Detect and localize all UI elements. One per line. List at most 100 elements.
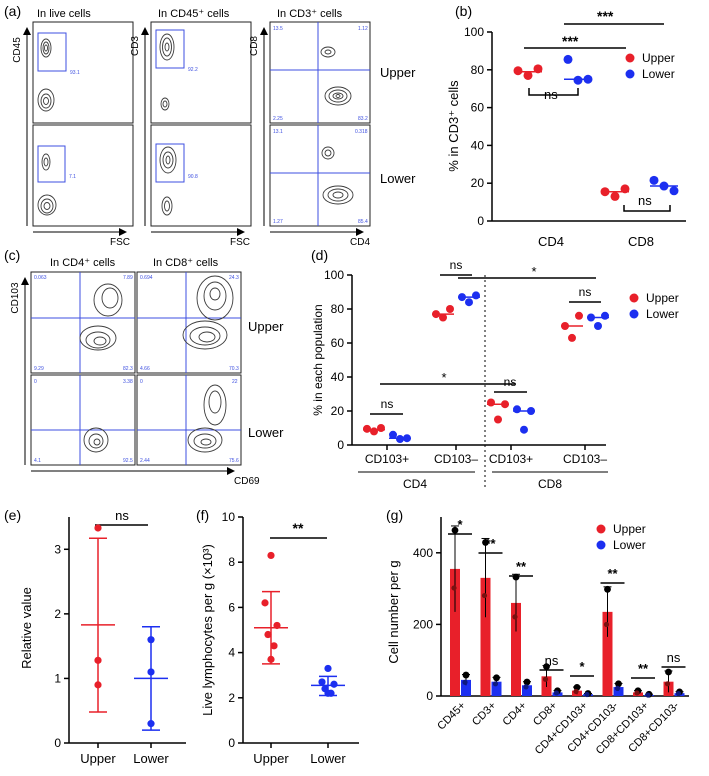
flow-a1-upper-gate — [37, 32, 67, 72]
chart-b-point-lower — [649, 175, 659, 185]
chart-g-bar-upper — [511, 602, 521, 696]
flow-c2-upper-q4: 70.3 — [229, 366, 239, 372]
chart-g-point — [523, 678, 531, 686]
chart-d-point-lower — [472, 291, 480, 300]
chart-d-group-cd8: CD8 — [538, 477, 562, 491]
chart-d-ytick-label: 0 — [337, 438, 344, 452]
chart-g-sig: ** — [638, 661, 649, 676]
chart-g-point — [462, 679, 468, 685]
chart-f-point-upper — [267, 655, 275, 663]
chart-d-sig-1: ns — [450, 258, 463, 272]
chart-b-point-lower — [573, 75, 583, 85]
flow-c2-lower-q4: 75.6 — [229, 458, 239, 464]
flow-c-contours — [79, 275, 234, 453]
flow-a1-upper-value: 93.1 — [70, 70, 80, 76]
chart-d-xtick-label: CD103+ — [489, 452, 533, 466]
chart-d-sig-4: * — [531, 264, 536, 279]
flow-c-ylabel: CD103 — [10, 282, 21, 314]
chart-g-bar-upper — [602, 611, 613, 696]
flow-a3-title: In CD3⁺ cells — [277, 8, 343, 20]
flow-c2-lower-box — [136, 374, 242, 466]
chart-d-point-lower — [520, 425, 528, 434]
chart-d-point-upper — [439, 313, 447, 322]
chart-g-sig: ** — [607, 566, 618, 581]
chart-g-legend-upper-marker — [596, 524, 606, 534]
chart-f-point-lower — [330, 680, 338, 688]
chart-b-ytick-label: 100 — [464, 25, 484, 39]
chart-d-group-cd4: CD4 — [403, 477, 427, 491]
chart-d-point-upper — [494, 415, 502, 424]
flow-a3-upper-q4: 83.2 — [358, 116, 368, 122]
chart-d-ytick-label: 60 — [331, 336, 345, 350]
chart-g-bar-lower — [461, 679, 471, 696]
chart-g-point — [615, 680, 622, 688]
chart-d-point-upper — [487, 398, 495, 407]
chart-b-point-upper — [523, 70, 533, 80]
flow-a1-lower-box — [32, 124, 134, 227]
chart-g-point — [664, 681, 671, 687]
chart-g-bar-lower — [613, 687, 624, 696]
chart-b-ytick-label: 80 — [471, 63, 485, 77]
chart-d-point-upper — [446, 305, 454, 313]
chart-g-legend-upper: Upper — [613, 522, 646, 536]
chart-g-bar-upper — [450, 568, 460, 696]
chart-d-ytick-label: 100 — [324, 268, 344, 282]
flow-a1-lower-value: 7.1 — [69, 174, 76, 180]
chart-e-point-upper — [94, 656, 102, 664]
flow-a3-lower-q1: 13.1 — [273, 129, 283, 135]
chart-g-point — [675, 690, 682, 697]
flow-c2-lower-q1: 0 — [140, 379, 143, 385]
chart-g-sig: ns — [545, 653, 559, 668]
chart-d-point-lower — [513, 405, 521, 414]
flow-c1-title: In CD4⁺ cells — [50, 257, 116, 269]
chart-f-point-lower — [324, 664, 332, 673]
chart-e-ytick-label: 3 — [54, 542, 61, 556]
chart-d-xtick-label: CD103– — [434, 452, 478, 466]
chart-g-point — [512, 614, 518, 620]
chart-b-ytick-label: 40 — [471, 138, 485, 152]
chart-b-ylabel: % in CD3⁺ cells — [446, 80, 461, 172]
chart-f-point-upper — [267, 551, 275, 560]
chart-g-sig: ** — [485, 536, 496, 551]
flow-c2-upper-q3: 4.66 — [140, 366, 150, 372]
chart-g-ytick-label: 200 — [413, 617, 433, 631]
flow-a3-lower-q3: 1.27 — [273, 219, 283, 225]
chart-f-ytick-label: 4 — [228, 646, 235, 660]
chart-e-ytick-label: 1 — [54, 671, 61, 685]
flow-a1-xlabel: FSC — [110, 237, 130, 248]
flow-c2-upper-box — [136, 271, 242, 374]
chart-e-point-lower — [147, 720, 155, 728]
flow-c1-lower-q1: 0 — [34, 379, 37, 385]
chart-g-point — [512, 573, 520, 581]
chart-f-point-lower — [318, 678, 326, 686]
chart-e-xtick-label: Lower — [133, 751, 169, 766]
chart-b-legend-upper-marker — [625, 53, 635, 63]
flow-a2-title: In CD45⁺ cells — [158, 8, 230, 20]
panel-c-flow: In CD4⁺ cells In CD8⁺ cells 0.063 7.89 9… — [10, 257, 284, 487]
chart-b-ytick-label: 60 — [471, 101, 485, 115]
chart-e-ytick-label: 2 — [54, 607, 61, 621]
chart-f-point-upper — [270, 642, 278, 650]
flow-c2-lower-q3: 2.44 — [140, 458, 150, 464]
flow-c1-lower-box — [30, 374, 136, 466]
flow-c2-upper-q2: 24.3 — [229, 275, 239, 281]
flow-a3-upper-box — [269, 21, 371, 124]
chart-f-point-upper — [264, 630, 272, 639]
chart-b-bracket-cd8 — [623, 205, 671, 212]
chart-g-point — [523, 684, 529, 690]
flow-a3-lower-q2: 0.318 — [355, 129, 368, 135]
chart-g-xtick-label: CD3+ — [470, 700, 499, 729]
flow-a2-upper-value: 92.2 — [188, 67, 198, 73]
chart-g-point — [584, 691, 590, 698]
panel-label-f: (f) — [196, 507, 209, 523]
flow-c2-upper-q1: 0.694 — [140, 275, 153, 281]
chart-f-point-upper — [261, 599, 269, 607]
chart-e-xtick-label: Upper — [80, 751, 116, 766]
flow-c1-upper-q2: 7.89 — [123, 275, 133, 281]
chart-b-xtick-cd4: CD4 — [538, 234, 564, 249]
chart-g-xtick-label: CD8+ — [531, 700, 560, 729]
chart-g-bar-lower — [491, 681, 502, 696]
chart-b-ytick-label: 20 — [471, 176, 485, 190]
chart-g-point — [604, 585, 611, 593]
